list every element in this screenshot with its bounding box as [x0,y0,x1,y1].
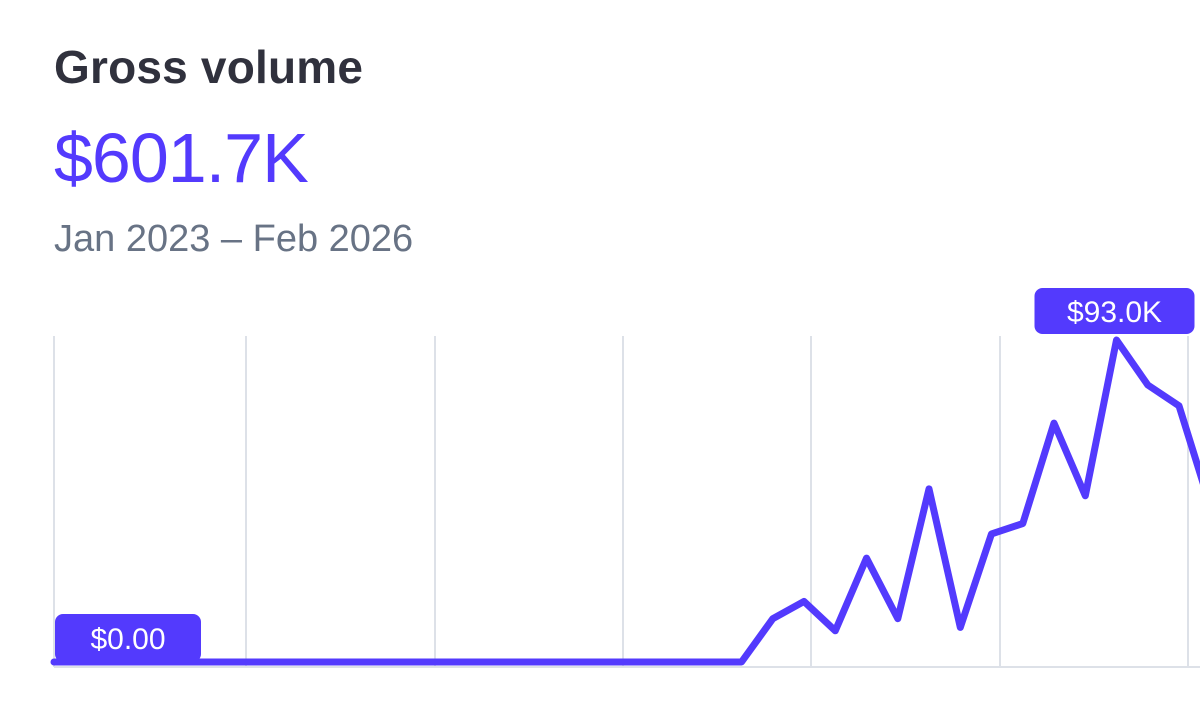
max-label-tag: $93.0K [1034,288,1195,334]
date-range: Jan 2023 – Feb 2026 [54,218,414,260]
max-label: $93.0K [1067,296,1162,329]
min-label: $0.00 [90,623,165,656]
total-value: $601.7K [54,119,309,197]
max-label-pill [1034,288,1195,334]
chart-title: Gross volume [54,41,364,93]
series-line [50,336,1200,666]
min-label-tag: $0.00 [55,614,201,662]
grid-lines [53,336,1189,667]
min-label-pill [55,614,201,662]
